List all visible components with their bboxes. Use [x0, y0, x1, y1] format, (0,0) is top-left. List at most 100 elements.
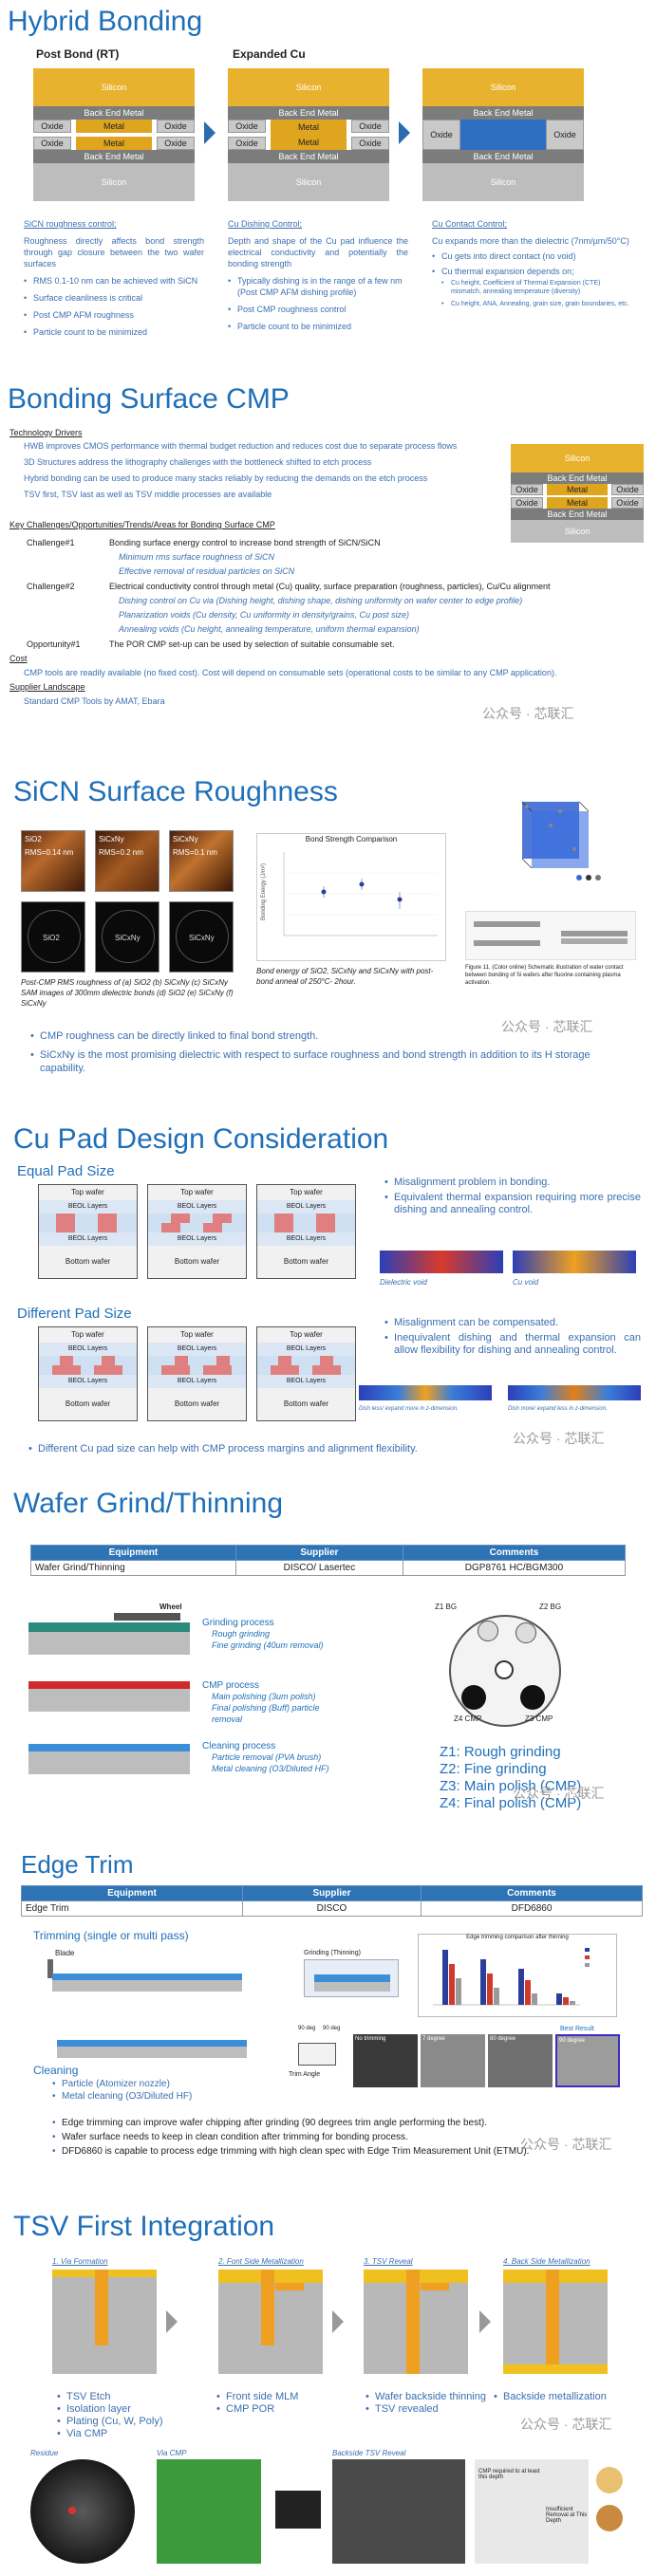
afm-image: SiO2 RMS=0.14 nm — [21, 830, 85, 892]
equal-pad-diagram: Top wafer BEOL Layers BEOL Layers Bottom… — [147, 1184, 247, 1279]
tsv-step: 2. Font Side Metallization — [218, 2257, 304, 2266]
oxide-layer: Oxide — [422, 120, 460, 150]
oxide-layer: Oxide — [611, 484, 644, 495]
watermark: 公众号 · 芯联汇 — [501, 1019, 593, 1034]
cu-contact-stack: Silicon Back End Metal Oxide Oxide Back … — [422, 68, 584, 201]
chart-title: Bond Strength Comparison — [305, 835, 398, 843]
tech-drivers-heading: Technology Drivers — [9, 428, 83, 437]
photo-label: 80 degree — [490, 2036, 516, 2042]
sicn-caption-left: Post-CMP RMS roughness of (a) SiO2 (b) S… — [21, 978, 234, 1008]
photo-label: 90 degree — [559, 2038, 586, 2044]
via-cmp-zoom-photo — [275, 2491, 321, 2529]
tsv-diagram — [218, 2270, 323, 2374]
watermark: 公众号 · 芯联汇 — [513, 1786, 605, 1801]
bem-layer: Back End Metal — [422, 106, 584, 120]
bond-strength-chart: Bond Strength Comparison Bonding Energy … — [256, 833, 446, 961]
bem-layer: Back End Metal — [33, 106, 195, 120]
post-bond-heading: Post Bond (RT) — [36, 47, 120, 61]
col2-bullet: Post CMP roughness control — [228, 304, 408, 315]
col1-bullet: RMS 0.1-10 nm can be achieved with SiCN — [24, 275, 204, 287]
sicn-bullets: CMP roughness can be directly linked to … — [30, 1029, 628, 1075]
grind-zone-diagram: Z1 BG Z2 BG Z4 CMP Z3 CMP — [435, 1602, 577, 1734]
best-result-label: Best Result — [560, 2026, 594, 2032]
col2-desc: Depth and shape of the Cu pad influence … — [228, 236, 408, 269]
bem-layer: Back End Metal — [422, 150, 584, 163]
equal-heading: Equal Pad Size — [17, 1163, 115, 1179]
sam-label: SiCxNy — [189, 934, 215, 942]
tsv-col4-bullets: Backside metallization — [494, 2391, 607, 2403]
supplier-heading: Supplier Landscape — [9, 682, 85, 692]
table-cell: DFD6860 — [421, 1900, 643, 1917]
edge-chart-svg — [433, 1948, 590, 2006]
afm-image: SiCxNy RMS=0.2 nm — [95, 830, 159, 892]
sicn-title: SiCN Surface Roughness — [13, 776, 338, 807]
tsv-col2-bullets: Front side MLM CMP POR — [216, 2391, 298, 2416]
beol-label: BEOL Layers — [257, 1232, 355, 1246]
op1-label: Opportunity#1 — [27, 639, 81, 649]
op1-text: The POR CMP set-up can be used by select… — [109, 639, 395, 649]
cu-void-map — [513, 1251, 636, 1273]
molecule-diagram — [479, 783, 622, 897]
top-wafer-label: Top wafer — [148, 1327, 246, 1343]
beol-label: BEOL Layers — [39, 1375, 137, 1388]
top-wafer-label: Top wafer — [257, 1327, 355, 1343]
oxide-layer: Oxide — [157, 137, 195, 150]
angle-label: 90 deg — [298, 2026, 316, 2031]
tsv-col1-bullets: TSV Etch Isolation layer Plating (Cu, W,… — [57, 2391, 162, 2440]
angle-label: 90 deg — [323, 2026, 341, 2031]
sam-image: SiO2 — [21, 901, 85, 973]
dish-less-label: Dish less/ expand more in z-dimension. — [359, 1406, 459, 1412]
step-name: Grinding process — [202, 1618, 274, 1628]
afm-label: SiCxNy — [99, 835, 124, 843]
grind-table: Equipment Supplier Comments Wafer Grind/Th… — [30, 1545, 627, 1576]
hybrid-col2-text: Cu Dishing Control; Depth and shape of t… — [228, 218, 408, 332]
sicn-caption-right: Figure 11. (Color online) Schematic illu… — [465, 965, 624, 986]
cmp-steps: CMP process Main polishing (3um polish) … — [202, 1680, 326, 1725]
ch2-sub: Dishing control on Cu via (Dishing heigh… — [119, 596, 523, 605]
chart-svg: Bonding Energy (J/m²) — [261, 852, 438, 936]
zone-label: Z1 BG — [435, 1603, 458, 1611]
beol-label: BEOL Layers — [148, 1232, 246, 1246]
ch1-text: Bonding surface energy control to increa… — [109, 538, 381, 547]
step-name: Cleaning process — [202, 1741, 276, 1751]
clean-wafer — [57, 2040, 247, 2047]
sam-image: SiCxNy — [169, 901, 234, 973]
table-header: Comments — [421, 1885, 643, 1901]
table-header: Comments — [402, 1545, 627, 1561]
zone-legend-item: Z4: Final polish (CMP) — [440, 1795, 582, 1811]
tsv-bullet: Isolation layer — [57, 2403, 162, 2416]
col1-bullet: Particle count to be minimized — [24, 326, 204, 338]
tsv-photo-label: Residue — [30, 2449, 59, 2457]
edge-trim-chart: Edge trimming comparison after thinning — [418, 1934, 617, 2017]
step-sub: Particle removal (PVA brush) — [212, 1752, 322, 1762]
equal-pad-diagram: Top wafer BEOL Layers BEOL Layers Bottom… — [256, 1184, 356, 1279]
diff-pad-diagram: Top wafer BEOL Layers BEOL Layers Bottom… — [256, 1326, 356, 1421]
cu-void-label: Cu void — [513, 1278, 539, 1287]
chart-ylabel: Bonding Energy (J/m²) — [261, 863, 267, 920]
tsv-diagram — [503, 2270, 608, 2374]
cleaning-heading: Cleaning — [33, 2064, 79, 2077]
cost-line: CMP tools are readily available (no fixe… — [24, 668, 557, 677]
bem-layer: Back End Metal — [228, 106, 389, 120]
oxide-layer: Oxide — [33, 137, 71, 150]
afm-label: SiO2 — [25, 835, 42, 843]
metal-layer: Metal — [76, 137, 152, 150]
metal-layer: Metal — [547, 497, 608, 509]
silicon-layer: Silicon — [33, 163, 195, 201]
backside-reveal-photo — [332, 2459, 465, 2564]
silicon-layer: Silicon — [422, 68, 584, 106]
cmp-pad — [28, 1681, 190, 1689]
bottom-wafer-label: Bottom wafer — [148, 1246, 246, 1278]
col1-bullets: RMS 0.1-10 nm can be achieved with SiCN … — [24, 275, 204, 338]
col1-desc: Roughness directly affects bond strength… — [24, 236, 204, 269]
edge-bullet: DFD6860 is capable to process edge trimm… — [52, 2144, 641, 2159]
diff-bullet: Misalignment can be compensated. — [384, 1317, 641, 1329]
clean-bullet: Particle (Atomizer nozzle) — [52, 2078, 192, 2090]
tsv-step: 1. Via Formation — [52, 2257, 108, 2266]
tsv-step: 4. Back Side Metallization — [503, 2257, 590, 2266]
bem-layer: Back End Metal — [33, 150, 195, 163]
reveal-depth-diagram: CMP required to at least this depth Insu… — [475, 2459, 589, 2564]
silicon-layer: Silicon — [33, 68, 195, 106]
oxide-layer: Oxide — [33, 120, 71, 133]
arrow-right-icon — [479, 2310, 491, 2333]
